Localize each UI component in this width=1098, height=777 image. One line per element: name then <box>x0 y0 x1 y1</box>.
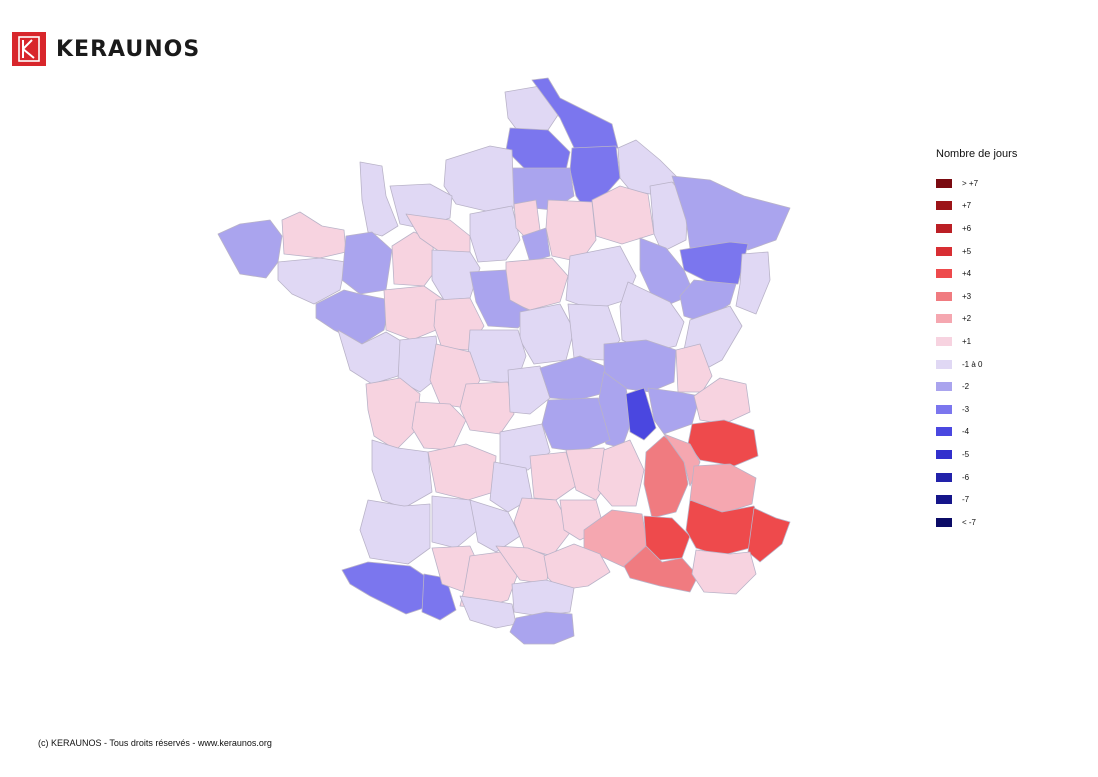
region-paris-essonne <box>521 227 551 263</box>
region-lot-garonne <box>431 495 479 549</box>
region-creuse <box>507 365 551 415</box>
legend-swatch <box>936 269 952 279</box>
legend-swatch <box>936 517 952 527</box>
legend-swatch <box>936 336 952 346</box>
legend-swatch <box>936 495 952 505</box>
region-herault <box>543 543 611 591</box>
region-aude <box>511 579 575 617</box>
legend-item: +5 <box>936 240 1017 263</box>
copyright-footer: (c) KERAUNOS - Tous droits réservés - ww… <box>38 738 272 748</box>
region-nord <box>531 77 619 153</box>
legend-item: -5 <box>936 443 1017 466</box>
region-landes <box>359 499 431 565</box>
region-pyrenees-orientales <box>509 611 575 645</box>
legend-item: -1 à 0 <box>936 353 1017 376</box>
legend-item: +4 <box>936 262 1017 285</box>
legend-label: -7 <box>962 495 970 505</box>
brand-logo: KERAUNOS <box>12 32 200 66</box>
legend-item: > +7 <box>936 172 1017 195</box>
region-alpes-maritimes <box>747 507 791 563</box>
region-alsace <box>735 251 771 315</box>
legend-label: +1 <box>962 336 972 346</box>
legend-item: -2 <box>936 375 1017 398</box>
region-manche <box>359 161 399 237</box>
legend-label: +3 <box>962 291 972 301</box>
brand-name: KERAUNOS <box>56 36 201 62</box>
region-pyrenees-atlantiques <box>341 561 429 615</box>
legend-label: -2 <box>962 382 970 392</box>
legend-label: -4 <box>962 427 970 437</box>
region-loiret <box>505 257 569 311</box>
legend-swatch <box>936 404 952 414</box>
legend-swatch <box>936 427 952 437</box>
legend-swatch <box>936 472 952 482</box>
legend-label: +4 <box>962 269 972 279</box>
legend-item: +7 <box>936 195 1017 218</box>
region-pas-de-calais <box>505 127 571 173</box>
legend-label: -3 <box>962 404 970 414</box>
france-map <box>217 77 791 645</box>
region-haute-vienne <box>459 381 515 435</box>
legend-swatch <box>936 359 952 369</box>
region-cantal <box>529 451 577 501</box>
legend-item: -3 <box>936 398 1017 421</box>
region-haute-savoie <box>693 377 751 425</box>
legend-label: > +7 <box>962 178 979 188</box>
legend-label: +6 <box>962 223 972 233</box>
legend-title: Nombre de jours <box>936 148 1018 160</box>
legend-swatch <box>936 382 952 392</box>
region-var <box>691 549 757 595</box>
region-morbihan <box>277 257 347 305</box>
legend-swatch <box>936 291 952 301</box>
region-meurthe <box>679 241 749 285</box>
legend-item: +6 <box>936 217 1017 240</box>
legend-item: +3 <box>936 285 1017 308</box>
region-cotes-armor <box>281 211 347 259</box>
legend-label: +5 <box>962 246 972 256</box>
region-deux-sevres <box>397 335 441 393</box>
region-cher <box>519 303 575 365</box>
legend-item: -4 <box>936 421 1017 444</box>
region-tarn-garonne <box>469 499 521 553</box>
legend-item: -6 <box>936 466 1017 489</box>
legend-swatch <box>936 314 952 324</box>
region-dordogne <box>427 443 497 501</box>
legend-swatch <box>936 223 952 233</box>
legend-label: -5 <box>962 449 970 459</box>
legend-item: +1 <box>936 330 1017 353</box>
region-gironde <box>371 439 433 509</box>
legend-swatch <box>936 449 952 459</box>
region-meuse <box>649 181 689 253</box>
region-eure-loir <box>469 205 521 263</box>
region-puy-dome <box>541 397 611 453</box>
legend-items: > +7 +7 +6 +5 +4 +3 +2 +1 -1 à 0 -2 -3 -4 -5 -6 -7 < -7 <box>936 172 1017 534</box>
legend-item: +2 <box>936 308 1017 331</box>
legend-item: < -7 <box>936 511 1017 534</box>
legend-swatch <box>936 201 952 211</box>
legend-label: +7 <box>962 201 972 211</box>
region-normandie-east <box>443 145 515 213</box>
region-ariege <box>459 595 517 629</box>
legend-item: -7 <box>936 488 1017 511</box>
region-ille-vilaine <box>341 231 393 295</box>
region-charente <box>411 401 467 451</box>
legend-label: +2 <box>962 314 972 324</box>
region-rhone <box>625 387 657 441</box>
region-calvados <box>389 183 453 229</box>
region-bretagne-finistere <box>217 219 283 279</box>
keraunos-logo-icon <box>12 32 46 66</box>
map-legend: Nombre de jours > +7 +7 +6 +5 +4 +3 +2 +1 -1 à 0… <box>936 148 1017 534</box>
region-ain <box>675 343 713 393</box>
legend-label: < -7 <box>962 517 977 527</box>
region-loire-atlantique <box>315 289 391 345</box>
legend-swatch <box>936 178 952 188</box>
region-allier <box>539 355 609 401</box>
legend-swatch <box>936 246 952 256</box>
region-ardeche <box>597 439 645 507</box>
legend-label: -6 <box>962 472 970 482</box>
region-moselle <box>671 175 791 251</box>
region-charente-maritime <box>365 377 421 451</box>
legend-label: -1 à 0 <box>962 359 983 369</box>
